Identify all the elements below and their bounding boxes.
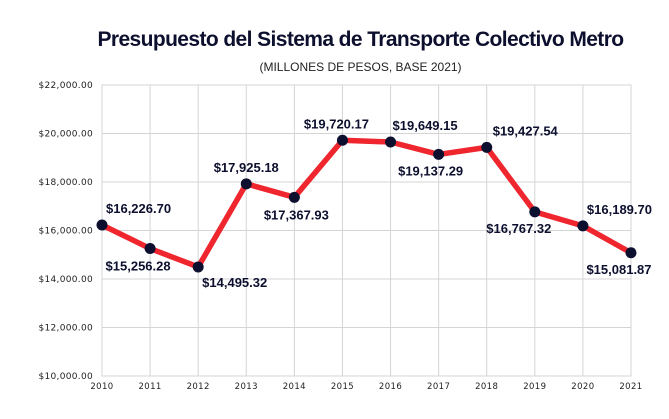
line-segment [243, 181, 298, 201]
line-segment [435, 144, 490, 158]
y-axis-ticks: $10,000.00 $12,000.00 $14,000.00 $16,000.00… [38, 81, 93, 382]
x-tick-label: 2020 [571, 382, 594, 392]
data-label: $14,495.32 [202, 275, 267, 290]
line-segment [483, 144, 538, 215]
data-point-marker [577, 220, 589, 232]
x-tick-label: 2014 [283, 382, 306, 392]
data-point-marker [144, 243, 156, 255]
data-point-marker [433, 148, 445, 160]
y-tick-label: $18,000.00 [38, 178, 93, 188]
x-tick-label: 2015 [331, 382, 354, 392]
data-point-marker [481, 141, 493, 153]
line-segment [99, 222, 153, 252]
line-segment [147, 245, 201, 270]
y-tick-label: $20,000.00 [38, 130, 93, 140]
line-segment [291, 137, 346, 201]
series-presupuesto [96, 134, 637, 273]
y-tick-label: $16,000.00 [38, 227, 93, 237]
x-tick-label: 2012 [187, 382, 210, 392]
data-point-marker [288, 191, 300, 203]
data-label: $19,720.17 [304, 116, 369, 131]
data-label: $17,925.18 [214, 160, 279, 175]
data-label: $19,649.15 [393, 118, 458, 133]
data-point-marker [529, 206, 541, 218]
data-point-marker [192, 261, 204, 273]
line-segment [195, 181, 250, 270]
data-point-marker [385, 136, 397, 148]
data-point-marker [240, 178, 252, 190]
line-segment [580, 223, 634, 256]
x-tick-label: 2010 [90, 382, 113, 392]
data-label: $16,189.70 [587, 202, 652, 217]
line-segment [339, 137, 394, 145]
line-segment [387, 139, 442, 158]
data-label: $19,137.29 [398, 163, 463, 178]
data-label: $15,256.28 [106, 259, 171, 274]
y-tick-label: $10,000.00 [38, 372, 93, 382]
data-point-marker [625, 247, 637, 259]
chart-title: Presupuesto del Sistema de Transporte Co… [97, 28, 624, 51]
x-tick-label: 2021 [619, 382, 642, 392]
y-tick-label: $14,000.00 [38, 275, 93, 285]
data-label: $19,427.54 [493, 123, 559, 138]
data-label: $15,081.87 [586, 262, 651, 277]
data-label: $16,767.32 [486, 221, 551, 236]
data-labels: $16,226.70 $15,256.28 $14,495.32 $17,925.18… [106, 116, 652, 290]
data-point-marker [336, 134, 348, 146]
x-tick-label: 2018 [475, 382, 498, 392]
y-tick-label: $22,000.00 [38, 81, 93, 91]
data-label: $17,367.93 [264, 207, 329, 222]
chart-subtitle: (MILLONES DE PESOS, BASE 2021) [259, 60, 462, 74]
x-tick-label: 2011 [138, 382, 161, 392]
data-label: $16,226.70 [106, 201, 171, 216]
data-point-marker [96, 219, 108, 231]
x-tick-label: 2013 [235, 382, 258, 392]
x-tick-label: 2017 [427, 382, 450, 392]
x-tick-label: 2016 [379, 382, 402, 392]
x-axis-ticks: 2010 2011 2012 2013 2014 2015 2016 2017 2018 2019… [90, 382, 642, 392]
y-tick-label: $12,000.00 [38, 324, 93, 334]
line-segment [532, 209, 586, 229]
x-tick-label: 2019 [523, 382, 546, 392]
grid [101, 84, 632, 377]
